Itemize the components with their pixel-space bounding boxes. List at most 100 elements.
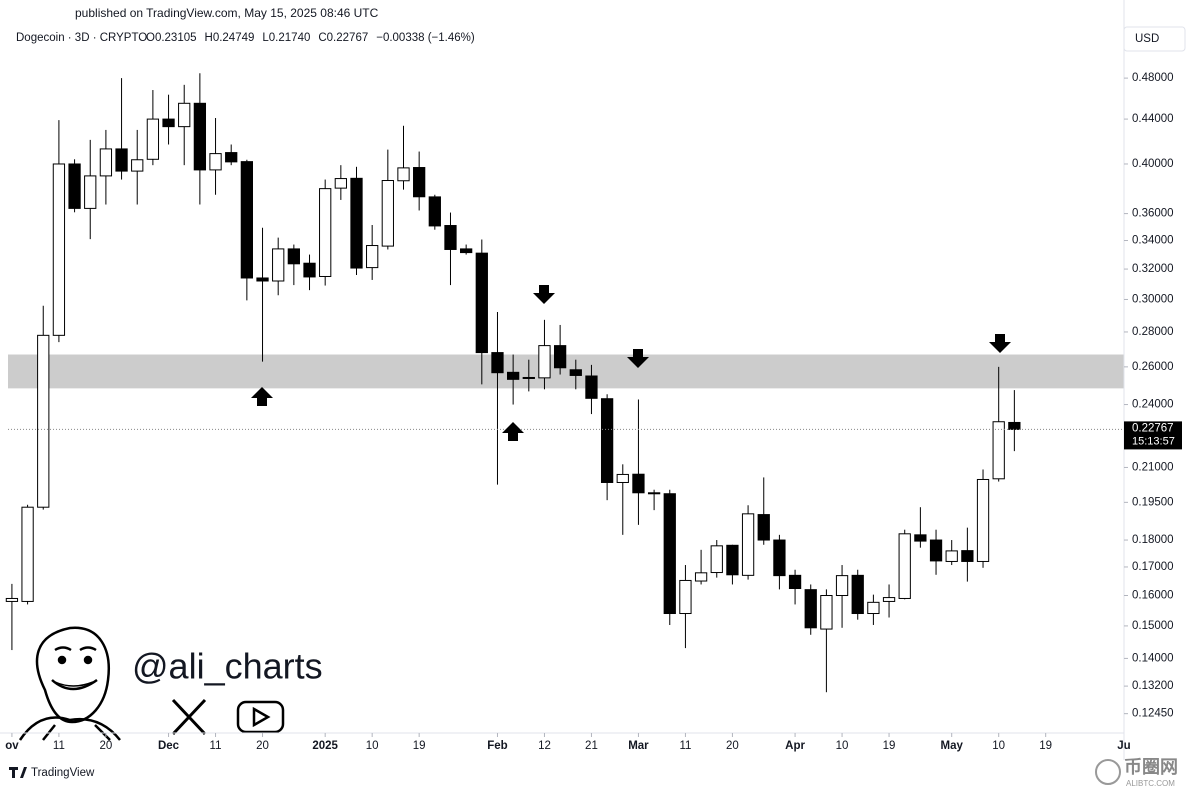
candle-body bbox=[240, 161, 254, 279]
candle-body bbox=[961, 550, 974, 562]
x-tick-label: 20 bbox=[99, 740, 112, 752]
arrow-down bbox=[533, 285, 555, 304]
candle-body bbox=[538, 345, 551, 379]
y-axis: 0.48000 0.44000 0.40000 0.36000 0.34000 0.320… bbox=[1124, 72, 1182, 720]
candle-body bbox=[585, 375, 598, 399]
tv-logo bbox=[9, 767, 27, 778]
candle-body bbox=[600, 398, 614, 483]
candle-body bbox=[287, 248, 300, 265]
candle-body bbox=[694, 572, 708, 582]
x-tick-label: Dec bbox=[158, 740, 180, 752]
candle-body bbox=[757, 514, 770, 541]
candle-body bbox=[710, 545, 723, 574]
arrow-down bbox=[627, 349, 649, 368]
candle-body bbox=[773, 539, 786, 577]
candle-body bbox=[444, 225, 457, 250]
x-tick-label: 12 bbox=[538, 740, 551, 752]
plot bbox=[5, 73, 1124, 693]
arrows bbox=[251, 285, 1011, 441]
countdown: 15:13:57 bbox=[1132, 435, 1175, 447]
candle-body bbox=[460, 248, 473, 254]
y-tick-label: 0.34000 bbox=[1132, 235, 1174, 247]
candle-body bbox=[256, 277, 269, 282]
x-tick-label: 10 bbox=[836, 740, 849, 752]
candle-body bbox=[272, 248, 285, 282]
candle-body bbox=[52, 163, 66, 336]
x-tick-label: 10 bbox=[992, 740, 1005, 752]
ohlc-label: L0.21740 bbox=[262, 32, 310, 44]
candle-body bbox=[5, 597, 19, 602]
candle-body bbox=[632, 473, 645, 494]
y-tick-label: 0.13200 bbox=[1132, 680, 1174, 692]
candle-body bbox=[851, 574, 864, 615]
site-name: 币圈网 bbox=[1124, 757, 1178, 777]
candle-body bbox=[319, 188, 332, 277]
y-tick-label: 0.16000 bbox=[1132, 590, 1174, 602]
candle-body bbox=[741, 513, 755, 576]
candle-body bbox=[99, 148, 113, 177]
y-tick-label: 0.17000 bbox=[1132, 561, 1174, 573]
candle-body bbox=[68, 163, 81, 209]
x-tick-label: 19 bbox=[413, 740, 426, 752]
x-tick-label: 11 bbox=[210, 740, 222, 752]
last-price-box bbox=[1124, 421, 1182, 450]
handle: @ali_charts bbox=[132, 646, 323, 687]
symbol: Dogecoin · 3D · CRYPTO bbox=[16, 32, 147, 44]
candle-body bbox=[867, 601, 880, 615]
candle-body bbox=[115, 148, 128, 172]
y-tick-label: 0.44000 bbox=[1132, 113, 1174, 125]
candle-body bbox=[788, 574, 802, 590]
candle-body bbox=[882, 597, 896, 602]
currency: USD bbox=[1135, 33, 1159, 45]
candle-body bbox=[726, 544, 739, 576]
candle-body bbox=[146, 118, 160, 160]
y-tick-label: 0.26000 bbox=[1132, 361, 1174, 373]
candle-body bbox=[21, 506, 34, 602]
candle-body bbox=[679, 579, 692, 615]
x-tick-label: 20 bbox=[256, 740, 269, 752]
site-watermark: 币圈网 ALIBTC.COM bbox=[1095, 757, 1178, 788]
y-tick-label: 0.40000 bbox=[1132, 158, 1174, 170]
youtube-icon[interactable] bbox=[236, 700, 285, 734]
candle-body bbox=[381, 180, 394, 247]
y-tick-label: 0.14000 bbox=[1132, 652, 1174, 664]
candle-body bbox=[929, 539, 943, 562]
x-tick-label: 2025 bbox=[312, 740, 338, 752]
candle-body bbox=[976, 478, 990, 562]
candle-body bbox=[131, 159, 144, 172]
y-tick-label: 0.28000 bbox=[1132, 326, 1174, 338]
y-tick-label: 0.21000 bbox=[1132, 461, 1174, 473]
x-tick-label: ov bbox=[5, 740, 19, 752]
candle-body bbox=[820, 595, 833, 630]
legend: Dogecoin · 3D · CRYPTO O0.23105 H0.24749 L… bbox=[16, 32, 475, 44]
x-icon[interactable] bbox=[171, 698, 207, 736]
candle-body bbox=[898, 533, 911, 599]
candle-body bbox=[397, 167, 410, 182]
arrow-down bbox=[989, 334, 1011, 353]
y-tick-label: 0.19500 bbox=[1132, 496, 1174, 508]
candle-body bbox=[663, 493, 676, 615]
x-tick-label: 11 bbox=[53, 740, 65, 752]
candle-body bbox=[616, 473, 629, 483]
ohlc-label: C0.22767 bbox=[318, 32, 368, 44]
ohlc-label: O0.23105 bbox=[146, 32, 197, 44]
x-tick-label: 20 bbox=[726, 740, 739, 752]
x-tick-label: 19 bbox=[1039, 740, 1052, 752]
x-tick-label: 11 bbox=[679, 740, 691, 752]
candle-body bbox=[428, 196, 441, 227]
arrow-up bbox=[251, 387, 273, 406]
candle-body bbox=[835, 575, 849, 597]
x-tick-label: Mar bbox=[628, 740, 649, 752]
x-tick-label: May bbox=[941, 740, 964, 752]
candle-body bbox=[350, 177, 363, 269]
y-tick-label: 0.24000 bbox=[1132, 399, 1174, 411]
header: published on TradingView.com, May 15, 20… bbox=[75, 6, 379, 20]
y-tick-label: 0.12450 bbox=[1132, 708, 1174, 720]
y-tick-label: 0.36000 bbox=[1132, 208, 1174, 220]
y-tick-label: 0.18000 bbox=[1132, 534, 1174, 546]
candle-body bbox=[413, 167, 426, 198]
ohlc-label: −0.00338 (−1.46%) bbox=[376, 32, 475, 44]
site-url: ALIBTC.COM bbox=[1126, 779, 1175, 788]
last-price-label: 0.22767 bbox=[1132, 422, 1174, 434]
